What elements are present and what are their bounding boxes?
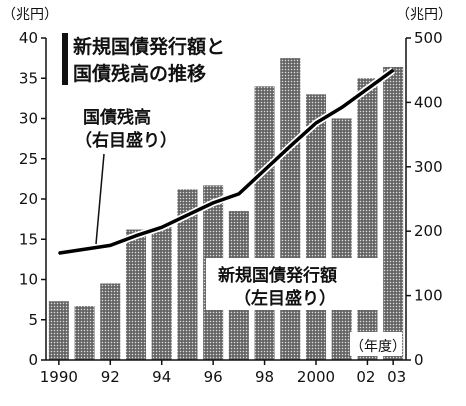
line-point-1990: [58, 252, 60, 254]
line-point-1998: [263, 169, 266, 171]
right-tick-label-500: 500: [414, 29, 443, 47]
left-tick-label-5: 5: [28, 311, 38, 329]
line-point-1994: [160, 226, 163, 229]
x-tick-label-2000: 2000: [297, 368, 335, 386]
line-point-1997: [238, 193, 240, 195]
line-point-1992: [109, 244, 112, 247]
x-axis: 1990 92 94 96 98 2000 02 03: [40, 359, 406, 386]
x-tick-label-1998: 98: [255, 368, 274, 386]
x-unit-bg: [350, 332, 402, 356]
bar-1994: [151, 227, 172, 360]
bar-label-1: 新規国債発行額: [218, 265, 337, 286]
line-group: [58, 67, 396, 257]
bar-label-bg: [206, 258, 380, 310]
left-tick-label-40: 40: [19, 29, 38, 47]
left-tick-label-25: 25: [19, 150, 38, 168]
bar-1999: [280, 58, 301, 360]
x-tick-label-1994: 94: [152, 368, 171, 386]
left-tick-label-15: 15: [19, 230, 38, 248]
left-tick-label-35: 35: [19, 69, 38, 87]
bar-1995: [177, 189, 198, 360]
left-tick-label-10: 10: [19, 271, 38, 289]
right-tick-label-400: 400: [414, 93, 443, 111]
line-point-1999: [289, 145, 292, 147]
right-axis: 0 100 200 300 400 500: [405, 29, 443, 369]
line-point-1995: [186, 214, 189, 216]
line-point-2000: [315, 122, 317, 124]
line-point-1991: [83, 248, 86, 251]
right-tick-label-200: 200: [414, 222, 443, 240]
bar-1991: [74, 306, 95, 360]
bar-2003: [383, 66, 404, 360]
bar-1993: [125, 229, 147, 360]
line-point-1993: [135, 234, 137, 237]
bar-1992: [100, 283, 121, 360]
bar-2001: [331, 118, 352, 360]
left-axis-unit: （兆円）: [2, 7, 58, 23]
right-tick-label-0: 0: [414, 351, 424, 369]
x-tick-label-1992: 92: [101, 368, 120, 386]
line-label-1: 国債残高: [83, 107, 151, 128]
line-series-outstanding-debt: [58, 68, 395, 255]
line-point-2002: [366, 88, 369, 90]
right-tick-label-100: 100: [414, 287, 443, 305]
left-tick-label-30: 30: [19, 110, 38, 128]
x-tick-label-1996: 96: [204, 368, 223, 386]
bar-1990: [48, 301, 69, 360]
line-point-2001: [340, 106, 343, 109]
x-axis-unit: （年度）: [350, 339, 406, 355]
bar-2002: [357, 78, 378, 360]
title-line-1: 新規国債発行額と: [73, 35, 225, 58]
bar-2000: [305, 94, 327, 360]
x-tick-label-2002: 02: [356, 368, 375, 386]
title-line-2: 国債残高の推移: [73, 62, 206, 85]
x-tick-label-1990: 1990: [40, 368, 78, 386]
line-label-pointer: [95, 153, 105, 245]
bar-1998: [254, 86, 275, 361]
right-axis-unit: （兆円）: [396, 7, 452, 23]
line-label-bg: [70, 104, 182, 152]
left-axis: 0 5 10 15 20 25 30 35 40: [19, 29, 47, 369]
right-tick-label-300: 300: [414, 158, 443, 176]
line-label-2: （右目盛り）: [75, 130, 177, 151]
bar-label-2: （左目盛り）: [234, 288, 336, 309]
left-tick-label-0: 0: [28, 351, 38, 369]
line-point-1996: [212, 202, 214, 204]
x-tick-label-2003: 03: [387, 368, 406, 386]
left-tick-label-20: 20: [19, 190, 38, 208]
line-point-2003: [392, 69, 394, 71]
title-marker: [62, 33, 68, 85]
